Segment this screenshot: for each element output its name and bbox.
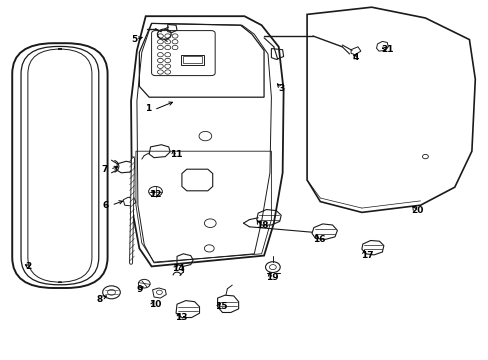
Text: 12: 12 (149, 190, 162, 199)
Text: 11: 11 (170, 150, 183, 159)
Text: 20: 20 (410, 206, 422, 215)
Text: 3: 3 (278, 84, 285, 93)
Bar (181, 55, 204, 65)
Text: 10: 10 (149, 300, 161, 309)
Text: 7: 7 (101, 165, 107, 174)
Text: 16: 16 (312, 235, 325, 244)
Text: 15: 15 (215, 302, 227, 311)
Text: 2: 2 (25, 262, 32, 271)
Text: 1: 1 (145, 104, 151, 112)
Text: 4: 4 (351, 53, 358, 62)
Text: 18: 18 (255, 220, 268, 230)
Text: 19: 19 (266, 274, 279, 282)
Text: 21: 21 (381, 45, 393, 54)
Text: 6: 6 (102, 201, 108, 210)
Text: 9: 9 (137, 285, 143, 294)
Text: 17: 17 (360, 251, 373, 260)
Bar (183, 56, 202, 63)
Text: 8: 8 (97, 295, 103, 304)
Text: 14: 14 (172, 264, 184, 273)
Text: 5: 5 (131, 35, 137, 44)
Text: 13: 13 (175, 313, 187, 322)
